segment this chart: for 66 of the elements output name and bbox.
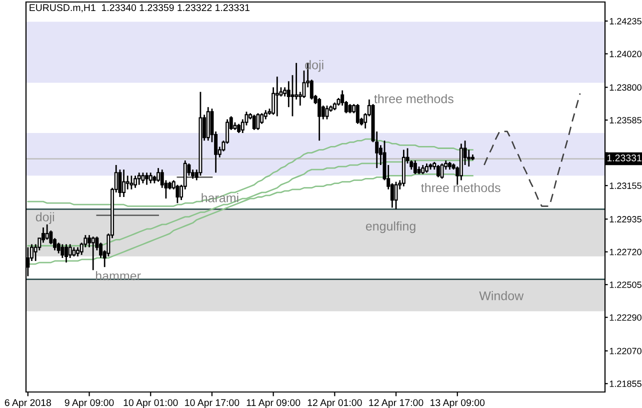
y-tick-label: 1.22720 <box>610 248 642 256</box>
candlestick <box>60 244 64 259</box>
annotation: three methods <box>421 182 500 192</box>
candlestick <box>440 162 444 180</box>
candlestick <box>283 86 287 98</box>
candlestick <box>72 246 76 258</box>
y-tick-label: 1.23800 <box>610 84 642 91</box>
y-tick-label: 1.24235 <box>610 18 642 24</box>
candlestick <box>137 172 141 186</box>
annotation: Window <box>479 291 524 300</box>
x-tick-label: 13 Apr 09:00 <box>430 399 485 408</box>
candlestick <box>394 181 398 210</box>
x-tick-label: 12 Apr 17:00 <box>369 399 424 408</box>
y-tick-label: 1.22290 <box>610 314 642 321</box>
y-tick-label: 1.24020 <box>610 50 642 58</box>
candlestick <box>275 76 279 117</box>
candlestick <box>122 168 126 198</box>
x-tick-label: 12 Apr 01:00 <box>308 399 362 408</box>
candlestick <box>325 104 329 120</box>
candlestick <box>64 244 68 264</box>
x-tick-label: 11 Apr 09:00 <box>246 399 300 408</box>
candlestick <box>436 164 440 178</box>
ref-line-label: 1.23331 <box>607 154 642 162</box>
candlestick <box>88 234 92 248</box>
candlestick <box>424 162 428 174</box>
candlestick <box>141 172 145 184</box>
candlestick <box>176 184 180 204</box>
candlestick <box>145 172 149 186</box>
candlestick <box>256 112 260 131</box>
candlestick <box>76 246 80 258</box>
candlestick <box>130 174 134 190</box>
candlestick <box>45 224 49 240</box>
x-tick-label: 10 Apr 17:00 <box>185 399 240 408</box>
x-tick-label: 6 Apr 2018 <box>4 399 52 408</box>
annotation: hammer <box>96 271 141 280</box>
candlestick <box>348 103 352 114</box>
candlestick <box>264 109 268 120</box>
candlestick <box>237 123 241 134</box>
candlestick <box>421 164 425 175</box>
annotation: engulfing <box>366 221 416 234</box>
candlestick <box>156 167 160 182</box>
candlestick <box>68 244 72 259</box>
candlestick <box>91 236 95 271</box>
candlestick <box>356 103 360 125</box>
candlestick <box>148 172 152 184</box>
candlestick <box>118 168 122 198</box>
candlestick <box>56 242 60 254</box>
y-tick-label: 1.22505 <box>610 282 642 288</box>
annotation: doji <box>36 212 54 224</box>
y-tick-label: 1.21855 <box>610 380 642 387</box>
candlestick <box>413 160 417 175</box>
x-tick-label: 9 Apr 09:00 <box>64 399 114 408</box>
y-tick-label: 1.22935 <box>610 216 642 222</box>
y-tick-label: 1.22070 <box>610 348 642 354</box>
y-tick-label: 1.23155 <box>610 182 642 189</box>
chart-title: EURUSD.m,H1 1.23340 1.23359 1.23322 1.23331 <box>30 4 250 12</box>
y-tick-label: 1.23585 <box>610 117 642 124</box>
candlestick <box>260 112 264 125</box>
x-tick-label: 10 Apr 01:00 <box>124 399 178 408</box>
candlestick <box>294 62 298 100</box>
candlestick <box>252 114 256 131</box>
candlestick <box>134 174 138 189</box>
candlestick <box>126 174 130 190</box>
annotation: three methods <box>374 94 454 104</box>
candlestick <box>290 74 294 117</box>
candlestick <box>318 97 322 142</box>
